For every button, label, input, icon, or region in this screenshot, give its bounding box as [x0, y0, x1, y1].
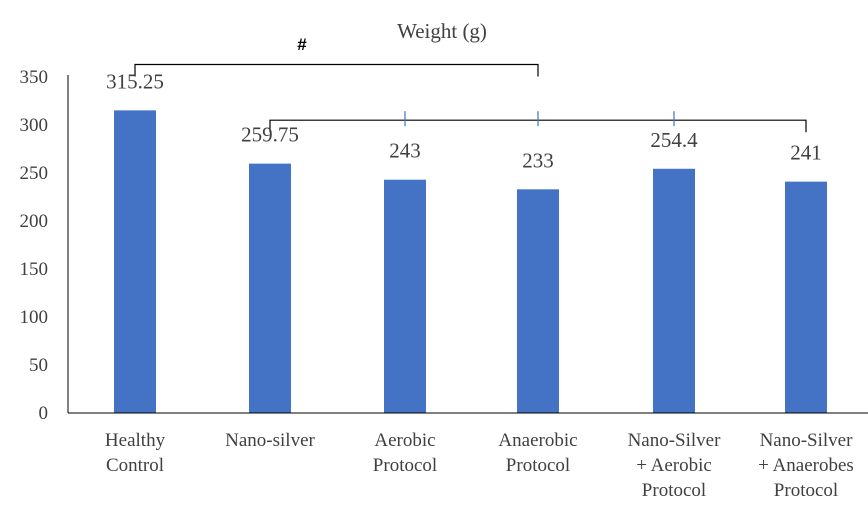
x-tick-label-line: Protocol	[642, 480, 706, 501]
significance-brackets	[134, 63, 807, 133]
bar	[114, 110, 156, 414]
x-tick-label-line: Protocol	[774, 480, 838, 501]
y-tick-label: 150	[20, 259, 49, 280]
data-labels: 315.25 259.75 243 233 254.4 241	[106, 69, 822, 172]
x-tick-label: Nano-Silver + Aerobic Protocol	[628, 430, 722, 501]
data-label: 243	[389, 139, 421, 163]
significance-symbol: #	[297, 35, 307, 54]
x-tick-label-line: Aerobic	[374, 430, 435, 451]
x-tick-label-line: Protocol	[506, 455, 570, 476]
x-tick-label: Nano-Silver + Anaerobes Protocol	[758, 430, 854, 501]
data-label: 259.75	[241, 123, 299, 147]
bar	[785, 181, 827, 413]
bar	[653, 168, 695, 413]
y-tick-label: 250	[20, 163, 49, 184]
y-tick-label: 100	[20, 307, 49, 328]
bar	[517, 189, 559, 413]
x-tick-label-line: Nano-Silver	[760, 430, 854, 451]
x-tick-label-line: + Anaerobes	[758, 455, 854, 476]
x-tick-label-line: Protocol	[373, 455, 437, 476]
chart-title: Weight (g)	[397, 19, 487, 43]
x-tick-label: Healthy Control	[105, 430, 166, 476]
x-tick-label-line: Nano-Silver	[628, 430, 722, 451]
data-label: 315.25	[106, 69, 164, 93]
bar	[249, 163, 291, 413]
y-tick-label: 350	[20, 67, 49, 88]
y-tick-label: 300	[20, 115, 49, 136]
bar	[384, 179, 426, 413]
significance-bracket	[134, 63, 539, 77]
x-tick-label-line: Nano-silver	[225, 430, 315, 451]
y-tick-label: 50	[29, 355, 48, 376]
x-tick-label-line: Anaerobic	[498, 430, 577, 451]
y-axis-ticks: 0 50 100 150 200 250 300 350	[20, 67, 49, 424]
x-tick-label-line: Healthy	[105, 430, 166, 451]
x-tick-label-line: Control	[106, 455, 164, 476]
y-tick-label: 200	[20, 211, 49, 232]
x-tick-label-line: + Aerobic	[636, 455, 712, 476]
x-tick-label: Aerobic Protocol	[373, 430, 437, 476]
x-axis-labels: Healthy Control Nano-silver Aerobic Protocol…	[105, 430, 854, 501]
data-label: 254.4	[650, 128, 698, 152]
x-tick-label: Anaerobic Protocol	[498, 430, 577, 476]
x-tick-label: Nano-silver	[225, 430, 315, 451]
bars	[114, 110, 827, 414]
data-label: 241	[790, 141, 822, 165]
y-tick-label: 0	[39, 403, 49, 424]
data-label: 233	[522, 148, 554, 172]
